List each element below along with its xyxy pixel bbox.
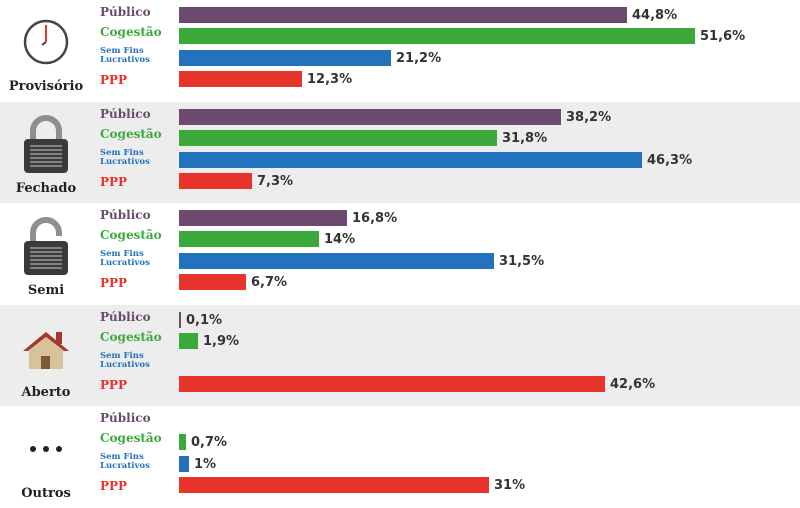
bar-aberto-publico bbox=[179, 311, 181, 328]
series-label-sem-fins-lucrativos: Sem Fins Lucrativos bbox=[100, 452, 150, 472]
clock-icon bbox=[0, 18, 92, 66]
data-label-fechado-sem-fins-lucrativos: 46,3% bbox=[647, 152, 693, 168]
bar-provisorio-sem-fins-lucrativos bbox=[179, 50, 391, 66]
series-label-cogestao: Cogestão bbox=[100, 228, 162, 243]
series-label-ppp: PPP bbox=[100, 479, 128, 494]
data-label-semi-publico: 16,8% bbox=[352, 211, 398, 227]
data-label-provisorio-publico: 44,8% bbox=[632, 8, 678, 23]
bar-fechado-publico bbox=[179, 108, 561, 125]
series-label-ppp: PPP bbox=[100, 377, 128, 392]
house-icon bbox=[0, 329, 92, 371]
series-label-sem-fins-lucrativos: Sem Fins Lucrativos bbox=[100, 350, 150, 370]
data-label-semi-cogestao: 14% bbox=[324, 232, 356, 248]
bar-aberto-cogestao bbox=[179, 332, 198, 349]
data-label-aberto-ppp: 42,6% bbox=[610, 376, 656, 392]
bar-aberto-ppp bbox=[179, 375, 605, 392]
ellipsis-icon bbox=[0, 443, 92, 455]
series-label-cogestao: Cogestão bbox=[100, 25, 162, 39]
bar-outros-cogestao bbox=[179, 434, 186, 451]
series-label-publico: Público bbox=[100, 5, 151, 19]
bar-semi-ppp bbox=[179, 274, 246, 291]
data-label-semi-ppp: 6,7% bbox=[251, 275, 288, 291]
data-label-provisorio-ppp: 12,3% bbox=[307, 72, 353, 87]
category-label: Semi bbox=[27, 283, 65, 299]
bar-provisorio-cogestao bbox=[179, 28, 695, 44]
series-label-publico: Público bbox=[100, 309, 151, 324]
data-label-aberto-cogestao: 1,9% bbox=[203, 333, 240, 349]
bar-fechado-ppp bbox=[179, 172, 252, 189]
bar-fechado-cogestao bbox=[179, 129, 497, 146]
data-label-outros-ppp: 31% bbox=[494, 478, 526, 494]
series-label-cogestao: Cogestão bbox=[100, 431, 162, 446]
series-label-publico: Público bbox=[100, 411, 151, 426]
data-label-fechado-cogestao: 31,8% bbox=[502, 130, 548, 146]
series-label-sem-fins-lucrativos: Sem Fins Lucrativos bbox=[100, 46, 150, 65]
series-label-sem-fins-lucrativos: Sem Fins Lucrativos bbox=[100, 147, 150, 167]
bar-semi-cogestao bbox=[179, 231, 319, 248]
data-label-outros-sem-fins-lucrativos: 1% bbox=[194, 457, 217, 473]
bar-fechado-sem-fins-lucrativos bbox=[179, 151, 642, 168]
data-label-fechado-ppp: 7,3% bbox=[257, 173, 294, 189]
bar-outros-sem-fins-lucrativos bbox=[179, 456, 189, 473]
data-label-fechado-publico: 38,2% bbox=[566, 109, 612, 125]
data-label-outros-cogestao: 0,7% bbox=[191, 435, 228, 451]
bar-outros-ppp bbox=[179, 477, 489, 494]
category-label: Fechado bbox=[15, 180, 77, 196]
series-label-sem-fins-lucrativos: Sem Fins Lucrativos bbox=[100, 249, 150, 269]
series-label-ppp: PPP bbox=[100, 276, 128, 291]
data-label-aberto-publico: 0,1% bbox=[186, 312, 223, 328]
category-label: Provisório bbox=[8, 79, 84, 94]
bar-provisorio-publico bbox=[179, 7, 627, 23]
data-label-provisorio-cogestao: 51,6% bbox=[700, 29, 746, 44]
bar-semi-sem-fins-lucrativos bbox=[179, 253, 494, 270]
open-padlock-icon bbox=[0, 215, 92, 277]
data-label-semi-sem-fins-lucrativos: 31,5% bbox=[499, 254, 545, 270]
category-label: Outros bbox=[21, 486, 71, 502]
series-label-cogestao: Cogestão bbox=[100, 329, 162, 344]
bar-provisorio-ppp bbox=[179, 71, 302, 87]
series-label-publico: Público bbox=[100, 106, 151, 121]
data-label-provisorio-sem-fins-lucrativos: 21,2% bbox=[396, 51, 442, 66]
series-label-ppp: PPP bbox=[100, 174, 128, 189]
series-label-cogestao: Cogestão bbox=[100, 126, 162, 141]
series-label-ppp: PPP bbox=[100, 73, 128, 87]
bar-semi-publico bbox=[179, 210, 347, 227]
closed-padlock-icon bbox=[0, 113, 92, 175]
category-label: Aberto bbox=[21, 384, 71, 400]
series-label-publico: Público bbox=[100, 208, 151, 223]
